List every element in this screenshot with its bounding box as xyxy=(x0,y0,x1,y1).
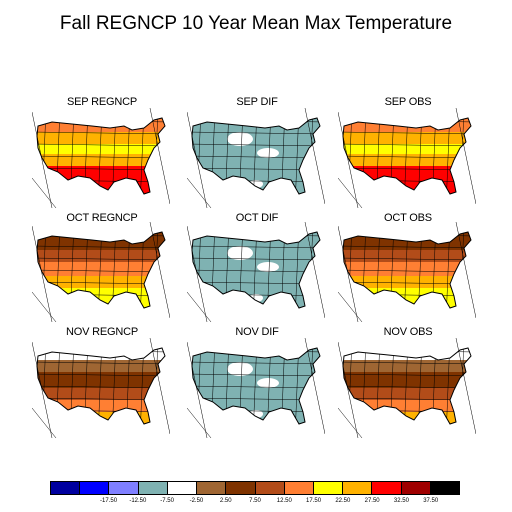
panel-label-nov-regncp: NOV REGNCP xyxy=(66,326,138,338)
panel-label-sep-dif: SEP DIF xyxy=(236,96,278,108)
us-map-nov-obs xyxy=(338,338,476,438)
us-map-sep-regncp xyxy=(32,108,170,208)
us-map-sep-obs xyxy=(338,108,476,208)
colorbar-swatch xyxy=(430,482,460,494)
colorbar-tick-label: 27.50 xyxy=(364,498,380,504)
colorbar-swatch xyxy=(197,482,227,494)
panel-label-nov-dif: NOV DIF xyxy=(235,326,279,338)
colorbar-tick-label: 17.50 xyxy=(306,498,322,504)
colorbar-swatch xyxy=(226,482,256,494)
colorbar-swatch xyxy=(313,482,344,494)
us-map-oct-regncp xyxy=(32,222,170,322)
panel-label-nov-obs: NOV OBS xyxy=(383,326,433,338)
colorbar-swatch xyxy=(343,482,373,494)
colorbar-tick-label: 22.50 xyxy=(335,498,351,504)
colorbar-swatch xyxy=(167,482,198,494)
panel-label-oct-regncp: OCT REGNCP xyxy=(66,212,138,224)
colorbar-tick-label: 12.50 xyxy=(276,498,292,504)
colorbar-swatch xyxy=(51,482,81,494)
colorbar-swatch xyxy=(138,482,168,494)
colorbar-tick-label: -2.50 xyxy=(189,498,204,504)
colorbar-swatch xyxy=(80,482,110,494)
colorbar-swatch xyxy=(255,482,285,494)
us-map-oct-dif xyxy=(187,222,325,322)
panel-label-sep-obs: SEP OBS xyxy=(384,96,432,108)
colorbar-tick-label: 32.50 xyxy=(393,498,409,504)
colorbar-tick-label: 7.50 xyxy=(249,498,261,504)
panel-label-oct-dif: OCT DIF xyxy=(235,212,279,224)
colorbar-tick-label: -7.50 xyxy=(160,498,174,504)
colorbar-tick-label: 2.50 xyxy=(219,498,232,504)
panel-label-sep-regncp: SEP REGNCP xyxy=(67,96,137,108)
colorbar-tick-label: 37.50 xyxy=(423,498,439,504)
colorbar-tick-labels: -17.50 -12.50 -7.50 -2.50 2.50 7.50 12.50 17.50… xyxy=(50,498,460,508)
colorbar-tick-label: -12.50 xyxy=(129,498,147,504)
colorbar xyxy=(50,481,460,495)
us-map-nov-regncp xyxy=(32,338,170,438)
colorbar-tick-label: -17.50 xyxy=(100,498,118,504)
colorbar-swatch xyxy=(109,482,139,494)
us-map-nov-dif xyxy=(187,338,325,438)
panel-label-oct-obs: OCT OBS xyxy=(384,212,432,224)
colorbar-swatch xyxy=(401,482,431,494)
us-map-oct-obs xyxy=(338,222,476,322)
figure-title: Fall REGNCP 10 Year Mean Max Temperature xyxy=(59,13,453,34)
colorbar-swatch xyxy=(284,482,314,494)
us-map-sep-dif xyxy=(187,108,325,208)
colorbar-swatch xyxy=(372,482,402,494)
